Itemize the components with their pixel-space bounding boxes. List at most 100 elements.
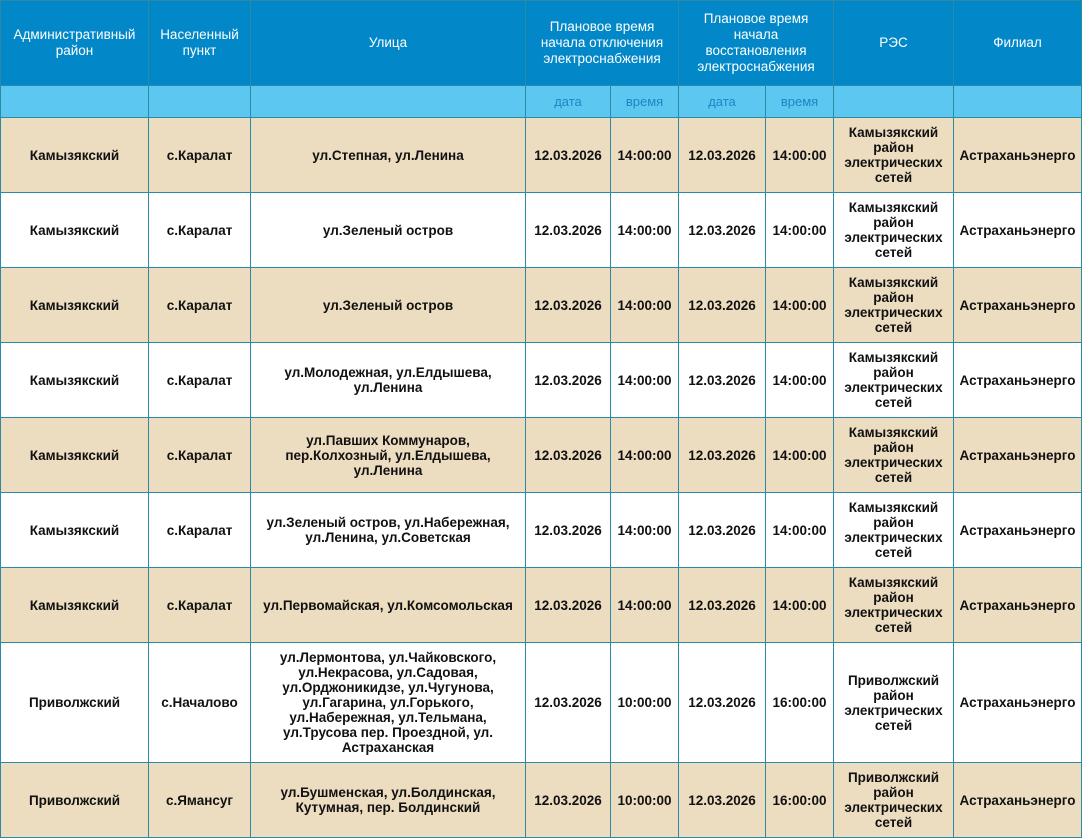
cell-street: ул.Зеленый остров	[250, 192, 526, 268]
subheader-off-time: время	[610, 85, 679, 118]
table-row: Камызякский с.Каралат ул.Первомайская, ул.…	[0, 567, 1082, 643]
cell-off-date: 12.03.2026	[525, 492, 611, 568]
cell-branch: Астраханьэнерго	[953, 267, 1082, 343]
cell-on-time: 14:00:00	[765, 492, 834, 568]
cell-branch: Астраханьэнерго	[953, 117, 1082, 193]
cell-settlement: с.Каралат	[148, 492, 251, 568]
cell-res: Камызякский район электрических сетей	[833, 192, 954, 268]
cell-on-date: 12.03.2026	[678, 342, 766, 418]
cell-res: Камызякский район электрических сетей	[833, 492, 954, 568]
cell-settlement: с.Каралат	[148, 342, 251, 418]
cell-branch: Астраханьэнерго	[953, 417, 1082, 493]
cell-on-date: 12.03.2026	[678, 417, 766, 493]
cell-branch: Астраханьэнерго	[953, 642, 1082, 763]
subheader-on-date: дата	[678, 85, 766, 118]
cell-off-date: 12.03.2026	[525, 267, 611, 343]
cell-off-date: 12.03.2026	[525, 762, 611, 838]
cell-off-time: 14:00:00	[610, 342, 679, 418]
cell-off-date: 12.03.2026	[525, 342, 611, 418]
header-row: Административный район Населенный пункт …	[0, 0, 1082, 86]
header-restore-time: Плановое время начала восстановления эле…	[678, 0, 834, 86]
cell-settlement: с.Каралат	[148, 567, 251, 643]
table-row: Камызякский с.Каралат ул.Степная, ул.Ленин…	[0, 117, 1082, 193]
subheader-off-date: дата	[525, 85, 611, 118]
table-row: Камызякский с.Каралат ул.Молодежная, ул.Ел…	[0, 342, 1082, 418]
cell-res: Камызякский район электрических сетей	[833, 117, 954, 193]
cell-off-date: 12.03.2026	[525, 567, 611, 643]
header-district: Административный район	[0, 0, 149, 86]
cell-on-time: 14:00:00	[765, 117, 834, 193]
header-branch: Филиал	[953, 0, 1082, 86]
cell-settlement: с.Каралат	[148, 192, 251, 268]
cell-street: ул.Зеленый остров	[250, 267, 526, 343]
cell-on-date: 12.03.2026	[678, 567, 766, 643]
cell-on-time: 14:00:00	[765, 417, 834, 493]
cell-district: Камызякский	[0, 567, 149, 643]
cell-district: Приволжский	[0, 762, 149, 838]
header-off-time: Плановое время начала отключения электро…	[525, 0, 679, 86]
header-street: Улица	[250, 0, 526, 86]
cell-off-time: 10:00:00	[610, 762, 679, 838]
table-row: Приволжский с.Началово ул.Лермонтова, ул.Ч…	[0, 642, 1082, 763]
cell-off-time: 14:00:00	[610, 492, 679, 568]
cell-on-time: 14:00:00	[765, 342, 834, 418]
cell-on-date: 12.03.2026	[678, 117, 766, 193]
cell-res: Камызякский район электрических сетей	[833, 267, 954, 343]
cell-off-time: 14:00:00	[610, 192, 679, 268]
cell-branch: Астраханьэнерго	[953, 342, 1082, 418]
table-row: Приволжский с.Ямансуг ул.Бушменская, ул.Бо…	[0, 762, 1082, 838]
subheader-empty	[953, 85, 1082, 118]
cell-street: ул.Бушменская, ул.Болдинская, Кутумная, …	[250, 762, 526, 838]
table-row: Камызякский с.Каралат ул.Зеленый остров 12.…	[0, 267, 1082, 343]
subheader-empty	[250, 85, 526, 118]
cell-on-date: 12.03.2026	[678, 492, 766, 568]
cell-res: Камызякский район электрических сетей	[833, 417, 954, 493]
cell-on-time: 14:00:00	[765, 267, 834, 343]
header-settlement: Населенный пункт	[148, 0, 251, 86]
subheader-on-time: время	[765, 85, 834, 118]
cell-off-time: 14:00:00	[610, 117, 679, 193]
cell-off-date: 12.03.2026	[525, 192, 611, 268]
cell-on-date: 12.03.2026	[678, 192, 766, 268]
cell-street: ул.Первомайская, ул.Комсомольская	[250, 567, 526, 643]
cell-district: Камызякский	[0, 342, 149, 418]
cell-on-time: 14:00:00	[765, 567, 834, 643]
cell-district: Камызякский	[0, 117, 149, 193]
cell-settlement: с.Ямансуг	[148, 762, 251, 838]
cell-on-time: 14:00:00	[765, 192, 834, 268]
cell-on-date: 12.03.2026	[678, 267, 766, 343]
cell-district: Камызякский	[0, 267, 149, 343]
cell-street: ул.Лермонтова, ул.Чайковского, ул.Некрас…	[250, 642, 526, 763]
table-row: Камызякский с.Каралат ул.Зеленый остров 12.…	[0, 192, 1082, 268]
cell-off-date: 12.03.2026	[525, 642, 611, 763]
cell-street: ул.Павших Коммунаров, пер.Колхозный, ул.…	[250, 417, 526, 493]
cell-on-time: 16:00:00	[765, 762, 834, 838]
cell-off-time: 14:00:00	[610, 417, 679, 493]
cell-settlement: с.Началово	[148, 642, 251, 763]
cell-branch: Астраханьэнерго	[953, 762, 1082, 838]
cell-res: Приволжский район электрических сетей	[833, 762, 954, 838]
subheader-row: дата время дата время	[0, 85, 1082, 118]
cell-off-time: 10:00:00	[610, 642, 679, 763]
cell-settlement: с.Каралат	[148, 417, 251, 493]
cell-district: Камызякский	[0, 192, 149, 268]
cell-settlement: с.Каралат	[148, 117, 251, 193]
cell-branch: Астраханьэнерго	[953, 492, 1082, 568]
cell-on-date: 12.03.2026	[678, 642, 766, 763]
table-row: Камызякский с.Каралат ул.Павших Коммунаров…	[0, 417, 1082, 493]
cell-district: Приволжский	[0, 642, 149, 763]
subheader-empty	[833, 85, 954, 118]
cell-branch: Астраханьэнерго	[953, 567, 1082, 643]
cell-street: ул.Зеленый остров, ул.Набережная, ул.Лен…	[250, 492, 526, 568]
cell-on-time: 16:00:00	[765, 642, 834, 763]
cell-off-time: 14:00:00	[610, 267, 679, 343]
cell-off-time: 14:00:00	[610, 567, 679, 643]
cell-off-date: 12.03.2026	[525, 117, 611, 193]
cell-res: Камызякский район электрических сетей	[833, 342, 954, 418]
subheader-empty	[148, 85, 251, 118]
header-res: РЭС	[833, 0, 954, 86]
table-row: Камызякский с.Каралат ул.Зеленый остров, у…	[0, 492, 1082, 568]
cell-street: ул.Молодежная, ул.Елдышева, ул.Ленина	[250, 342, 526, 418]
cell-branch: Астраханьэнерго	[953, 192, 1082, 268]
